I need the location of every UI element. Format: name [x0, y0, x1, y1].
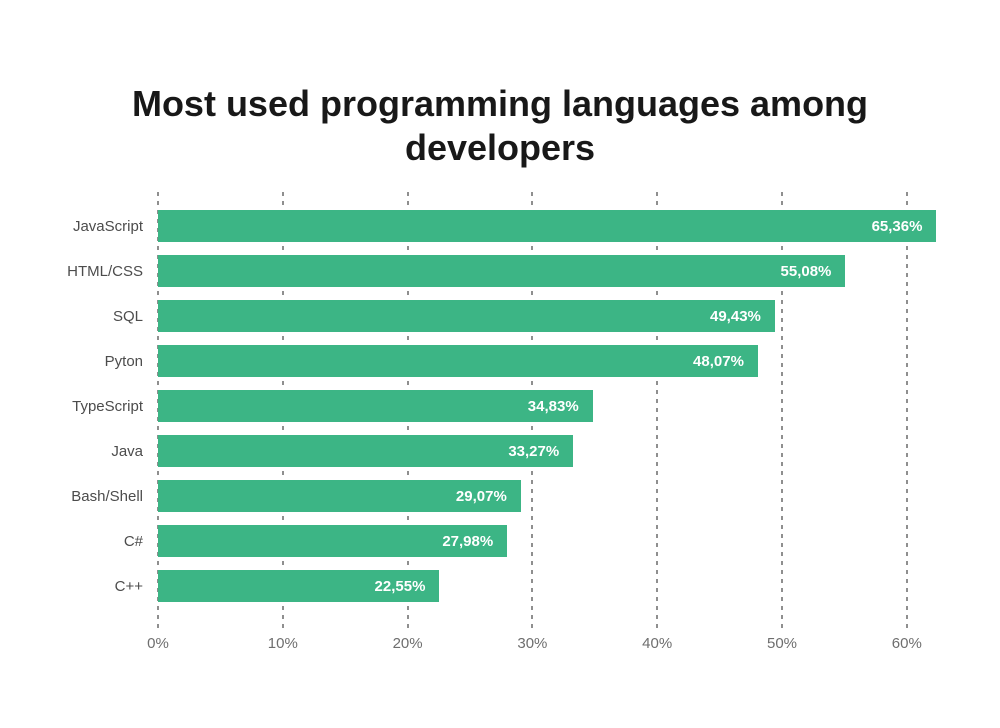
x-tick-label: 0% — [147, 634, 169, 652]
bar: 55,08% — [158, 255, 846, 288]
bar-row: TypeScript 34,83% — [0, 384, 1000, 429]
bar-rows: JavaScript 65,36% HTML/CSS 55,08% SQL 49,43% P… — [0, 204, 1000, 609]
bar: 22,55% — [158, 570, 440, 603]
bar: 49,43% — [158, 300, 775, 333]
category-label: SQL — [112, 307, 143, 325]
bar-track: 49,43% — [158, 300, 938, 333]
bar: 65,36% — [158, 210, 937, 243]
value-label: 33,27% — [508, 442, 560, 460]
value-label: 27,98% — [442, 532, 494, 550]
x-tick-label: 30% — [517, 634, 548, 652]
bar-track: 34,83% — [158, 390, 938, 423]
value-label: 55,08% — [780, 262, 832, 280]
x-tick-label: 20% — [392, 634, 423, 652]
value-label: 48,07% — [693, 352, 744, 370]
category-label: C++ — [114, 577, 143, 595]
category-label: Bash/Shell — [71, 487, 143, 505]
bar-row: Pyton 48,07% — [0, 339, 1000, 384]
bar-track: 65,36% — [158, 210, 938, 243]
bar-chart: JavaScript 65,36% HTML/CSS 55,08% SQL 49,43% P… — [0, 191, 1000, 657]
bar-row: HTML/CSS 55,08% — [0, 249, 1000, 294]
bar-row: SQL 49,43% — [0, 294, 1000, 339]
x-axis: 0% 10% 20% 30% 40% 50% 60% — [147, 634, 938, 657]
bar-row: C# 27,98% — [0, 519, 1000, 564]
value-label: 34,83% — [527, 397, 579, 415]
bar-track: 48,07% — [158, 345, 938, 378]
category-label: HTML/CSS — [67, 262, 143, 280]
bar-track: 33,27% — [158, 435, 938, 468]
plot-area: JavaScript 65,36% HTML/CSS 55,08% SQL 49,43% P… — [0, 191, 1000, 629]
category-label: Java — [111, 442, 143, 460]
bar: 33,27% — [158, 435, 574, 468]
value-label: 65,36% — [871, 217, 923, 235]
chart-title: Most used programming languages among de… — [131, 83, 869, 168]
bar: 34,83% — [158, 390, 593, 423]
value-label: 49,43% — [710, 307, 761, 325]
bar-track: 29,07% — [158, 480, 938, 513]
bar-row: C++ 22,55% — [0, 564, 1000, 609]
category-label: Pyton — [104, 352, 143, 370]
bar-row: Bash/Shell 29,07% — [0, 474, 1000, 519]
category-label: C# — [123, 532, 143, 550]
bar-track: 27,98% — [158, 525, 938, 558]
x-tick-label: 50% — [766, 634, 798, 652]
bar-row: JavaScript 65,36% — [0, 204, 1000, 249]
bar-track: 22,55% — [158, 570, 938, 603]
bar: 27,98% — [158, 525, 508, 558]
x-tick-label: 40% — [642, 634, 673, 652]
x-tick-label: 10% — [267, 634, 298, 652]
bar-row: Java 33,27% — [0, 429, 1000, 474]
bar: 29,07% — [158, 480, 521, 513]
value-label: 22,55% — [374, 577, 426, 595]
bar-track: 55,08% — [158, 255, 938, 288]
value-label: 29,07% — [455, 487, 507, 505]
bar: 48,07% — [158, 345, 758, 378]
x-tick-label: 60% — [891, 634, 922, 652]
category-label: TypeScript — [72, 397, 143, 415]
category-label: JavaScript — [72, 217, 143, 235]
